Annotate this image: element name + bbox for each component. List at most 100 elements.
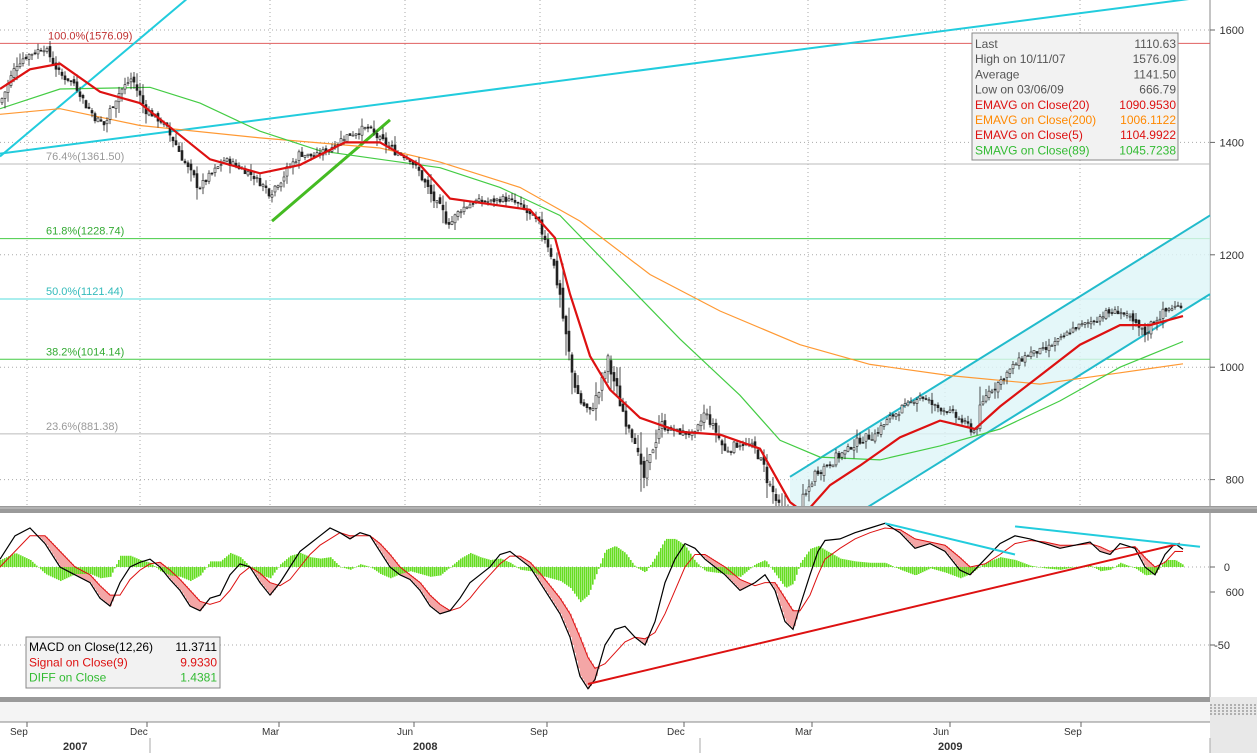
macd-fill-segment [52, 543, 54, 555]
diff-bar [212, 561, 214, 567]
macd-fill-segment [638, 637, 640, 640]
diff-bar [1112, 567, 1114, 569]
candle-body [27, 54, 31, 60]
macd-fill-segment [730, 571, 732, 580]
panel-separator [0, 506, 1257, 513]
diff-bar [790, 567, 792, 586]
diff-bar [516, 567, 518, 568]
diff-bar [762, 561, 764, 567]
diff-bar [312, 557, 314, 567]
diff-bar [808, 551, 810, 567]
moving-average-line [0, 86, 1184, 461]
diff-bar [214, 561, 216, 567]
diff-bar [596, 567, 598, 575]
candle-body [1167, 308, 1171, 311]
diff-bar [558, 567, 560, 581]
candle-body [264, 185, 268, 188]
diff-bar [388, 567, 390, 578]
diff-bar [332, 559, 334, 567]
diff-bar [1036, 566, 1038, 568]
diff-bar [520, 567, 522, 570]
candle-body [588, 406, 592, 410]
diff-bar [354, 567, 356, 568]
price-legend-box [971, 32, 1179, 161]
diff-bar [882, 562, 884, 567]
diff-bar [986, 562, 988, 567]
candle-body [1050, 345, 1054, 347]
diff-bar [894, 567, 896, 568]
candle-body [390, 144, 394, 147]
signal-line [0, 527, 1184, 670]
diff-bar [424, 567, 426, 576]
candle-body [1038, 347, 1042, 355]
candle-body [729, 451, 733, 453]
candle-body [849, 447, 853, 450]
diff-bar [232, 553, 234, 567]
diff-bar [1182, 564, 1184, 567]
candle-body [666, 429, 670, 431]
candle-body [459, 211, 463, 214]
candle-body [735, 442, 739, 448]
candle-body [996, 382, 1000, 393]
diff-bar [794, 567, 796, 581]
macd-fill-segment [260, 573, 262, 583]
legend-label: Average [975, 67, 1020, 81]
candle-body [426, 179, 430, 187]
diff-bar [288, 557, 290, 567]
candle-body [1083, 322, 1087, 325]
candle-body [846, 446, 850, 452]
diff-bar [494, 559, 496, 567]
diff-bar [1162, 564, 1164, 567]
macd-fill-segment [718, 562, 720, 570]
diff-bar [142, 560, 144, 567]
candle-body [1149, 321, 1153, 335]
candle-body [300, 151, 304, 157]
candle-body [51, 57, 55, 65]
candle-body [87, 106, 91, 109]
diff-bar [128, 555, 130, 567]
diff-bar [236, 555, 238, 567]
diff-bar [316, 558, 318, 567]
diff-bar [440, 567, 442, 576]
macd-legend-label: MACD on Close(12,26) [29, 640, 153, 654]
diff-bar [666, 538, 668, 567]
diff-bar [510, 562, 512, 567]
diff-bar [434, 567, 436, 577]
diff-bar [884, 562, 886, 567]
diff-bar [1024, 563, 1026, 567]
candle-body [933, 404, 937, 406]
candle-body [345, 134, 349, 142]
diff-bar [254, 567, 256, 571]
diff-bar [928, 567, 930, 570]
candle-body [648, 454, 652, 463]
diff-bar [904, 567, 906, 572]
candle-body [948, 409, 952, 413]
macd-fill-segment [950, 549, 952, 558]
diff-bar [556, 567, 558, 580]
diff-bar [830, 552, 832, 567]
diff-bar [280, 564, 282, 567]
macd-fill-segment [430, 595, 432, 606]
diff-bar [72, 567, 74, 576]
diff-bar [218, 561, 220, 567]
candle-body [597, 392, 601, 398]
diff-bar [338, 565, 340, 567]
diff-bar [1088, 565, 1090, 567]
macd-fill-segment [642, 638, 644, 643]
diff-bar [814, 547, 816, 567]
diff-bar [854, 561, 856, 567]
diff-bar [0, 559, 2, 567]
candle-body [777, 499, 781, 503]
macd-fill-segment [784, 596, 786, 619]
macd-fill-segment [1056, 544, 1058, 548]
diff-bar [444, 567, 446, 573]
diff-bar [478, 556, 480, 567]
diff-bar [940, 567, 942, 572]
macd-fill-segment [772, 582, 774, 586]
x-tick-label: Mar [795, 727, 813, 738]
diff-bar [584, 567, 586, 599]
diff-bar [1176, 560, 1178, 567]
candle-body [951, 409, 955, 411]
candle-body [15, 66, 19, 72]
macd-fill-segment [708, 556, 710, 562]
